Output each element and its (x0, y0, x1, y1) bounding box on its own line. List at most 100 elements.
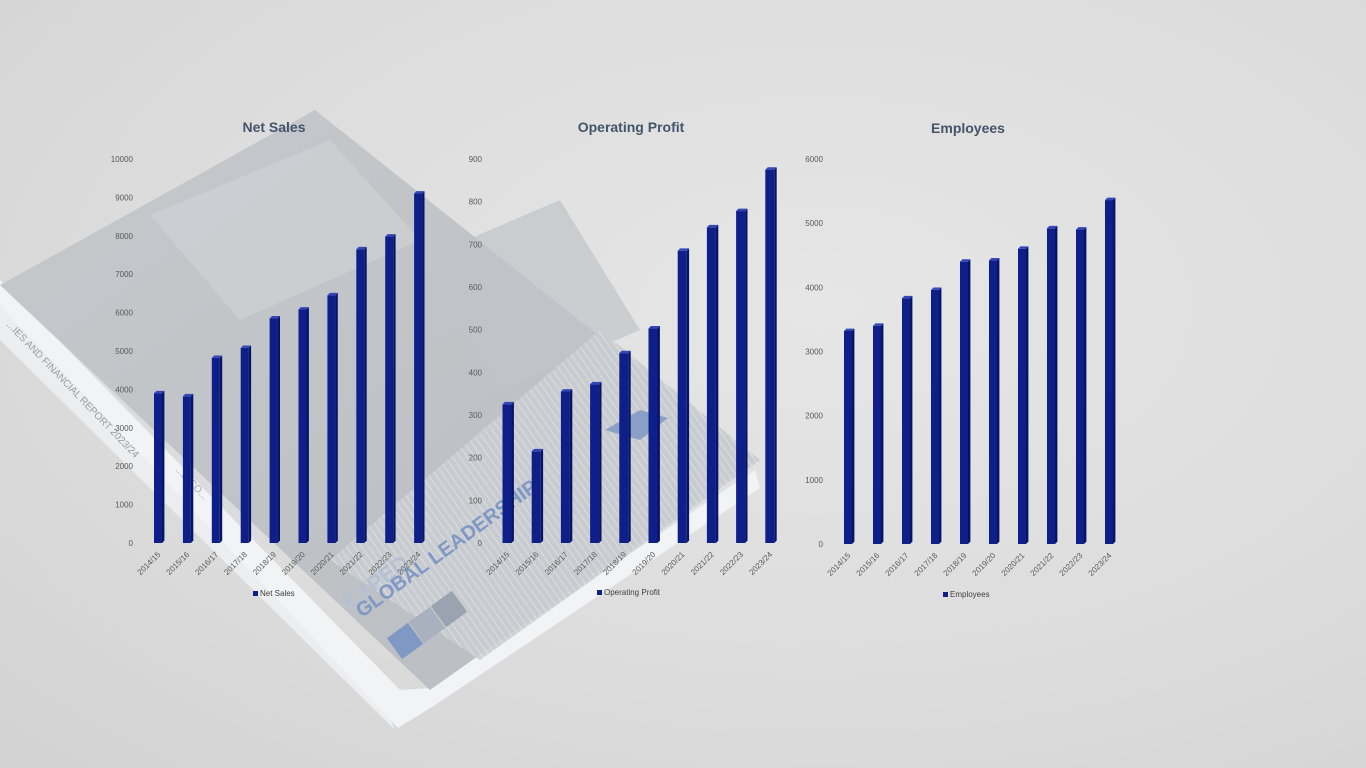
bar-front (531, 451, 541, 543)
legend-swatch (253, 591, 258, 596)
cover-emblem-shape (420, 200, 640, 390)
bar-top (931, 287, 942, 290)
bar-top (298, 307, 309, 310)
y-tick-label: 1000 (805, 476, 823, 485)
x-tick-label: 2015/16 (514, 550, 541, 577)
x-tick-label: 2015/16 (855, 551, 882, 578)
bar-side (745, 208, 748, 544)
bar-front (298, 309, 307, 543)
bar (502, 401, 514, 543)
bar-front (1047, 228, 1055, 545)
bar-top (211, 355, 223, 358)
bar (531, 448, 544, 543)
x-tick-label: 2020/21 (1000, 551, 1027, 578)
bar-front (414, 193, 423, 543)
bar-top (502, 401, 514, 405)
x-tick-label: 2018/19 (251, 550, 278, 577)
x-tick-label: 2023/24 (1087, 551, 1114, 578)
x-tick-label: 2021/22 (1029, 551, 1056, 578)
y-tick-label: 6000 (805, 155, 823, 164)
bar (844, 328, 855, 544)
bar-side (335, 292, 338, 543)
bar (240, 345, 252, 543)
y-tick-label: 800 (469, 198, 483, 207)
bar (765, 167, 777, 543)
legend-label: Operating Profit (604, 588, 661, 597)
bar-side (1026, 246, 1029, 544)
legend: Operating Profit (597, 588, 661, 597)
bar-top (356, 246, 367, 250)
y-tick-label: 4000 (805, 283, 823, 292)
y-tick-label: 700 (469, 240, 483, 249)
bar-top (902, 295, 913, 299)
x-tick-label: 2022/23 (367, 550, 394, 577)
chart-title: Operating Profit (578, 119, 685, 135)
bar-side (219, 355, 223, 543)
bar-side (852, 328, 855, 544)
bar (298, 307, 309, 543)
bar-front (619, 353, 629, 543)
bar (154, 390, 165, 543)
bar-front (677, 250, 687, 543)
bar-front (211, 357, 220, 543)
y-tick-label: 0 (819, 540, 824, 549)
bar-side (939, 287, 942, 544)
bar-side (997, 257, 1000, 544)
y-tick-label: 3000 (115, 424, 133, 433)
bar-side (190, 393, 194, 543)
bar-side (511, 401, 514, 543)
x-tick-label: 2014/15 (136, 550, 163, 577)
bar-top (269, 315, 280, 319)
y-tick-label: 7000 (115, 270, 133, 279)
x-axis: 2014/15 2015/16 2016/17 2017/18 2018/19 2019/… (826, 551, 1114, 578)
bar-top (1105, 197, 1116, 201)
bar-side (1084, 227, 1087, 544)
bar-top (240, 345, 252, 348)
bar-front (269, 318, 278, 543)
chart-title: Net Sales (242, 119, 305, 135)
bar-front (989, 260, 997, 544)
y-tick-label: 6000 (115, 309, 133, 318)
x-axis: 2014/15 2015/16 2016/17 2017/18 2018/19 2019/… (136, 550, 423, 577)
bar-side (715, 224, 719, 543)
legend: Employees (943, 590, 990, 599)
bar-side (881, 323, 884, 544)
bar-side (1055, 225, 1058, 544)
bar-top (677, 248, 690, 251)
bar-top (531, 448, 544, 452)
bar-side (686, 248, 690, 544)
bar (560, 389, 573, 543)
x-tick-label: 2014/15 (485, 550, 512, 577)
bar-front (736, 211, 746, 543)
x-tick-label: 2023/24 (747, 550, 774, 577)
bar-front (1018, 248, 1026, 545)
bar-top (560, 389, 573, 392)
legend-swatch (943, 592, 948, 597)
bar-side (968, 259, 971, 544)
bar-front (356, 249, 365, 544)
y-tick-label: 9000 (115, 193, 133, 202)
y-axis: 0 100 200 300 400 500 600 700 800 900 (469, 155, 483, 548)
cover-icon-row (386, 590, 468, 660)
x-tick-label: 2020/21 (309, 550, 336, 577)
bar-side (569, 389, 573, 543)
x-tick-label: 2017/18 (572, 550, 599, 577)
employees-chart: Employees 0 1000 2000 3000 4000 5000 6000 2014… (805, 120, 1116, 599)
bar-side (1113, 197, 1116, 544)
bar-top (844, 328, 855, 331)
bar-side (306, 307, 309, 543)
x-tick-label: 2020/21 (660, 550, 687, 577)
bar-top (327, 292, 338, 296)
bar-side (162, 390, 165, 543)
x-tick-label: 2022/23 (1058, 551, 1085, 578)
bar (1076, 227, 1087, 545)
bar-front (154, 393, 162, 543)
x-tick-label: 2021/22 (338, 550, 365, 577)
bar-top (1047, 225, 1058, 229)
bar-front (844, 330, 852, 544)
bar-top (182, 393, 194, 397)
bars (844, 197, 1116, 545)
bar-front (902, 298, 910, 544)
y-tick-label: 0 (478, 539, 483, 548)
